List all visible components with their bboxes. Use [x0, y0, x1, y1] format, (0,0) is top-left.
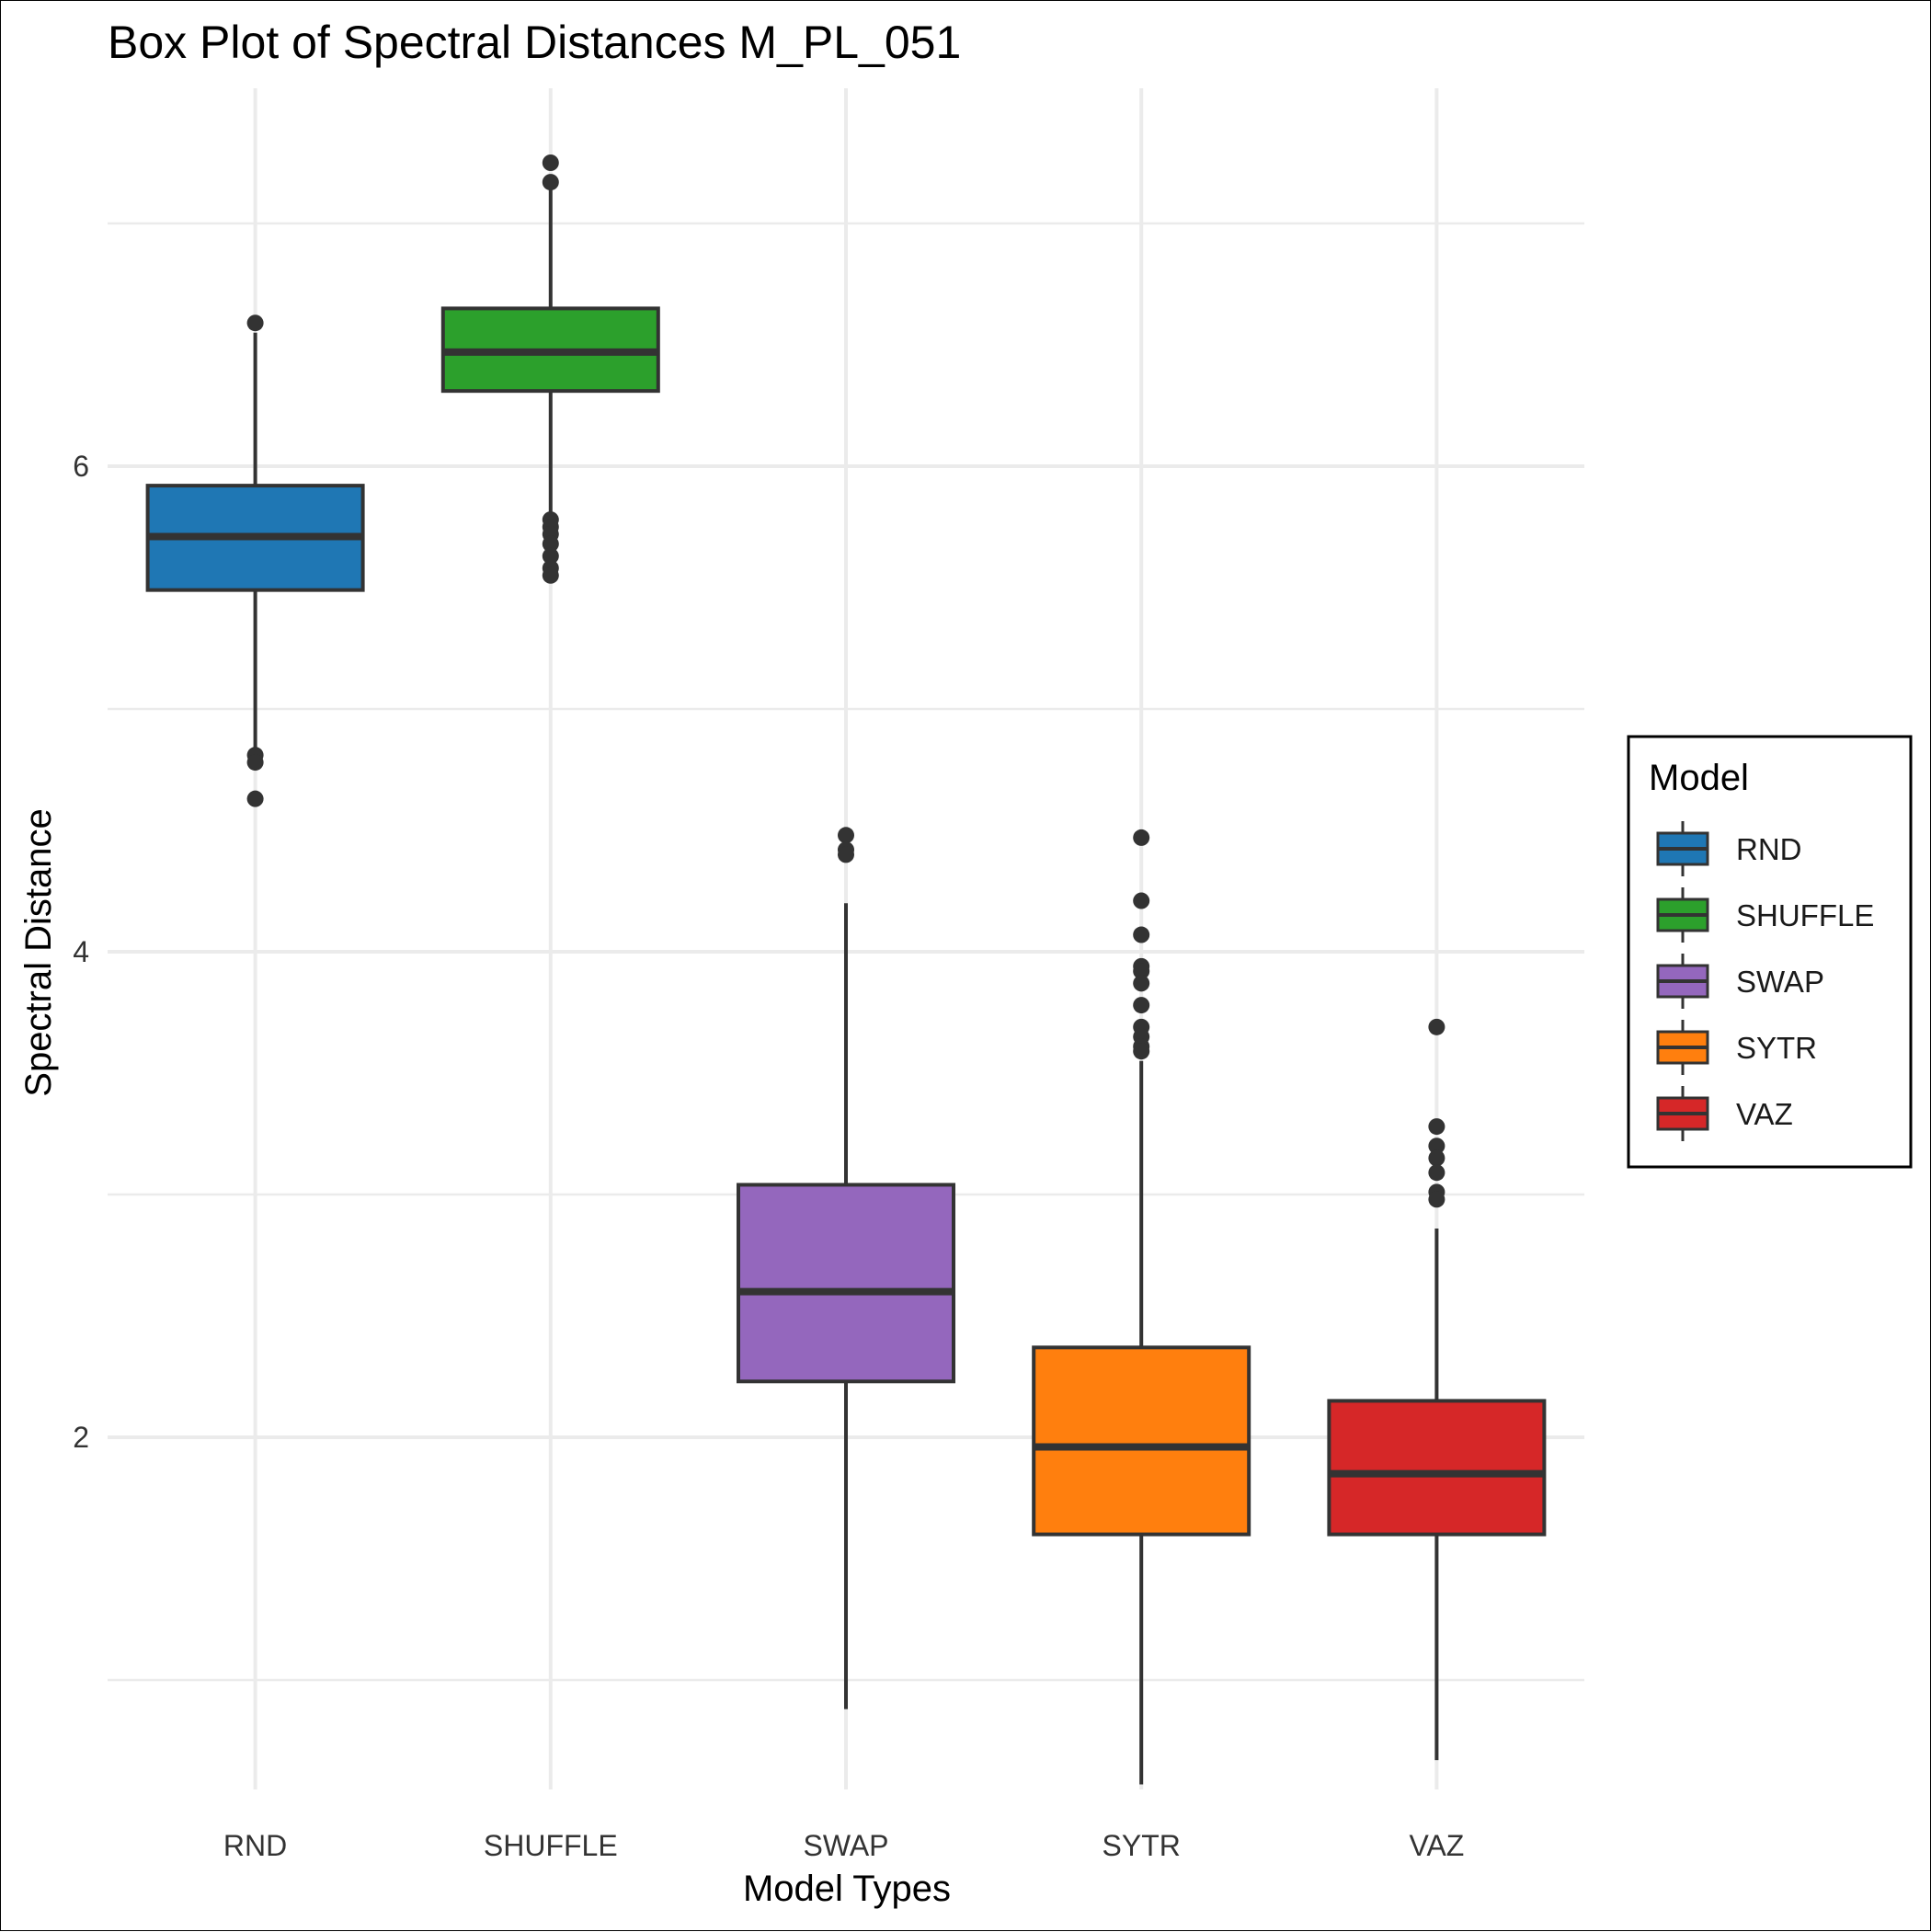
legend-box	[1627, 735, 1913, 1169]
legend-label-vaz: VAZ	[1736, 1097, 1793, 1131]
x-tick-label-rnd: RND	[223, 1829, 287, 1862]
box-sytr	[1032, 829, 1251, 1785]
legend-label-swap: SWAP	[1736, 965, 1824, 999]
outlier-point-vaz	[1428, 1118, 1445, 1136]
outlier-point-sytr	[1133, 926, 1150, 943]
outlier-point-rnd	[246, 754, 264, 772]
box-shuffle	[440, 154, 660, 584]
outlier-point-vaz	[1428, 1149, 1445, 1167]
outlier-point-rnd	[246, 314, 264, 332]
legend-item-sytr: SYTR	[1656, 1020, 1817, 1075]
outlier-point-shuffle	[542, 535, 559, 553]
outlier-point-sytr	[1133, 975, 1150, 992]
outlier-point-sytr	[1133, 1043, 1150, 1060]
y-axis-title: Spectral Distance	[18, 808, 59, 1096]
outlier-point-vaz	[1428, 1018, 1445, 1035]
legend-label-rnd: RND	[1736, 832, 1802, 866]
legend: Model RND SHUFFLE SWAP SYTR VAZ	[1627, 735, 1913, 1169]
y-tick-label-6: 6	[73, 450, 89, 483]
y-tick-label-2: 2	[73, 1421, 89, 1454]
x-tick-label-swap: SWAP	[803, 1829, 888, 1862]
legend-item-swap: SWAP	[1656, 954, 1824, 1009]
x-tick-label-sytr: SYTR	[1103, 1829, 1181, 1862]
outlier-point-sytr	[1133, 997, 1150, 1014]
outlier-point-shuffle	[542, 174, 559, 191]
x-tick-label-shuffle: SHUFFLE	[484, 1829, 618, 1862]
box-body-swap	[737, 1183, 955, 1384]
outlier-point-vaz	[1428, 1191, 1445, 1208]
outlier-point-swap	[838, 846, 854, 863]
outlier-point-shuffle	[542, 566, 559, 584]
legend-label-sytr: SYTR	[1736, 1031, 1817, 1065]
x-tick-label-vaz: VAZ	[1409, 1829, 1464, 1862]
box-body-vaz	[1327, 1399, 1547, 1537]
legend-item-rnd: RND	[1656, 821, 1802, 876]
outlier-point-shuffle	[542, 154, 559, 171]
outlier-point-shuffle	[542, 547, 559, 565]
outlier-point-sytr	[1133, 829, 1150, 846]
y-tick-label-4: 4	[73, 935, 89, 968]
legend-item-shuffle: SHUFFLE	[1656, 887, 1874, 943]
outlier-point-rnd	[246, 790, 264, 807]
x-axis-ticks: RND SHUFFLE SWAP SYTR VAZ	[223, 1829, 1464, 1862]
legend-title: Model	[1649, 758, 1749, 798]
y-axis-ticks: 2 4 6	[73, 450, 89, 1454]
outlier-point-vaz	[1428, 1164, 1445, 1182]
outlier-point-swap	[838, 827, 854, 844]
legend-item-vaz: VAZ	[1656, 1086, 1793, 1141]
x-axis-title: Model Types	[743, 1869, 951, 1909]
legend-label-shuffle: SHUFFLE	[1736, 898, 1874, 932]
box-body-sytr	[1032, 1345, 1251, 1537]
outlier-point-sytr	[1133, 963, 1150, 980]
outlier-point-vaz	[1428, 1137, 1445, 1155]
box-rnd	[145, 314, 365, 807]
outlier-point-sytr	[1133, 892, 1150, 909]
box-vaz	[1327, 1018, 1547, 1761]
chart-title: Box Plot of Spectral Distances M_PL_051	[108, 17, 961, 68]
box-swap	[737, 827, 955, 1709]
box-plot-series	[145, 154, 1547, 1785]
legend-items: RND SHUFFLE SWAP SYTR VAZ	[1656, 821, 1874, 1141]
